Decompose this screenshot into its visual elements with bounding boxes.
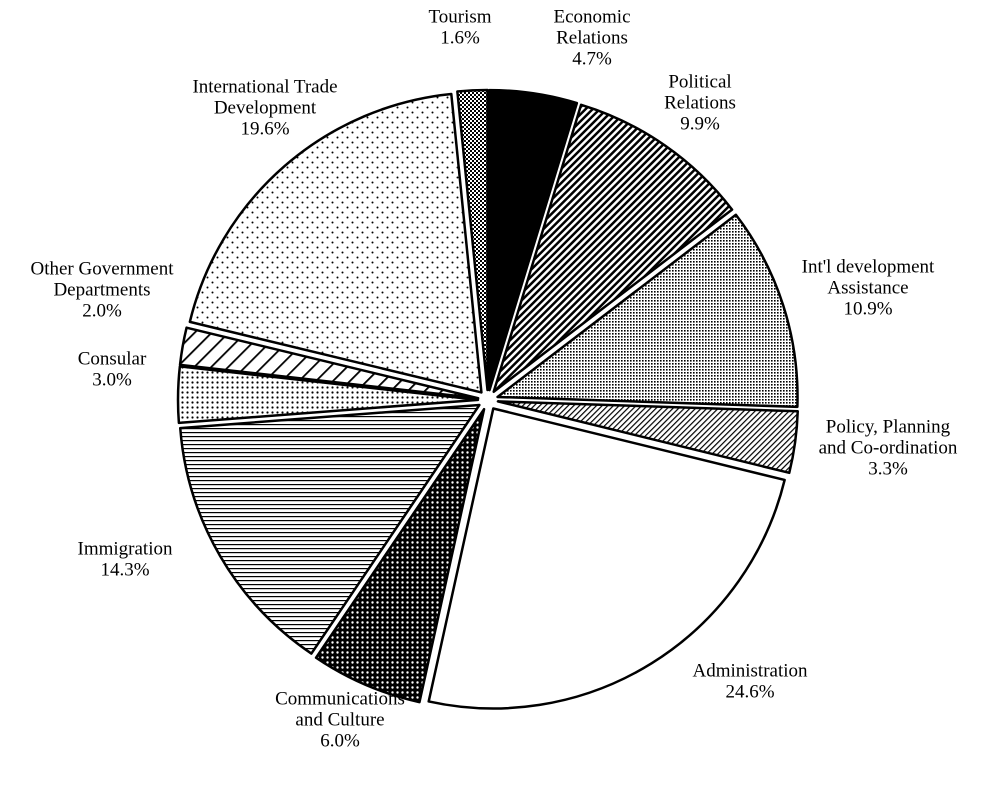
slice-label: Economic: [553, 6, 630, 27]
slice-label: Other Government: [31, 258, 175, 279]
slice-value-label: 3.3%: [868, 458, 908, 479]
pie-slice: [188, 92, 483, 394]
slice-value-label: 4.7%: [572, 48, 612, 69]
slice-value-label: 6.0%: [320, 730, 360, 751]
pie-slice: [492, 103, 734, 394]
slice-value-label: 1.6%: [440, 27, 480, 48]
slice-value-label: 3.0%: [92, 369, 132, 390]
slice-label: Int'l development: [802, 256, 935, 277]
slice-value-label: 9.9%: [680, 113, 720, 134]
slice-label: Departments: [53, 279, 150, 300]
pie-slice: [427, 407, 786, 710]
slice-label: and Culture: [295, 709, 384, 730]
pie-slice: [496, 213, 799, 409]
slice-value-label: 24.6%: [725, 681, 774, 702]
pie-slice: [456, 88, 489, 392]
slice-label: Assistance: [827, 277, 908, 298]
pie-slice: [496, 400, 799, 475]
slice-label: Relations: [556, 27, 628, 48]
slice-value-label: 2.0%: [82, 300, 122, 321]
pie-slice: [488, 88, 579, 392]
slice-label: Administration: [692, 660, 808, 681]
pie-slice: [314, 407, 486, 704]
slice-label: Relations: [664, 92, 736, 113]
slice-label: Consular: [78, 348, 147, 369]
slice-label: Immigration: [78, 538, 173, 559]
slice-label: Policy, Planning: [826, 416, 951, 437]
slice-value-label: 14.3%: [100, 559, 149, 580]
pie-slice: [178, 403, 481, 655]
slice-label: International Trade: [192, 76, 337, 97]
slice-value-label: 10.9%: [843, 298, 892, 319]
slice-label: and Co-ordination: [819, 437, 958, 458]
slice-label: Political: [668, 71, 731, 92]
slice-label: Development: [214, 97, 317, 118]
slice-value-label: 19.6%: [240, 118, 289, 139]
slice-label: Tourism: [428, 6, 491, 27]
pie-slice: [176, 365, 480, 425]
slice-label: Communications: [275, 688, 405, 709]
pie-slice: [178, 326, 480, 400]
